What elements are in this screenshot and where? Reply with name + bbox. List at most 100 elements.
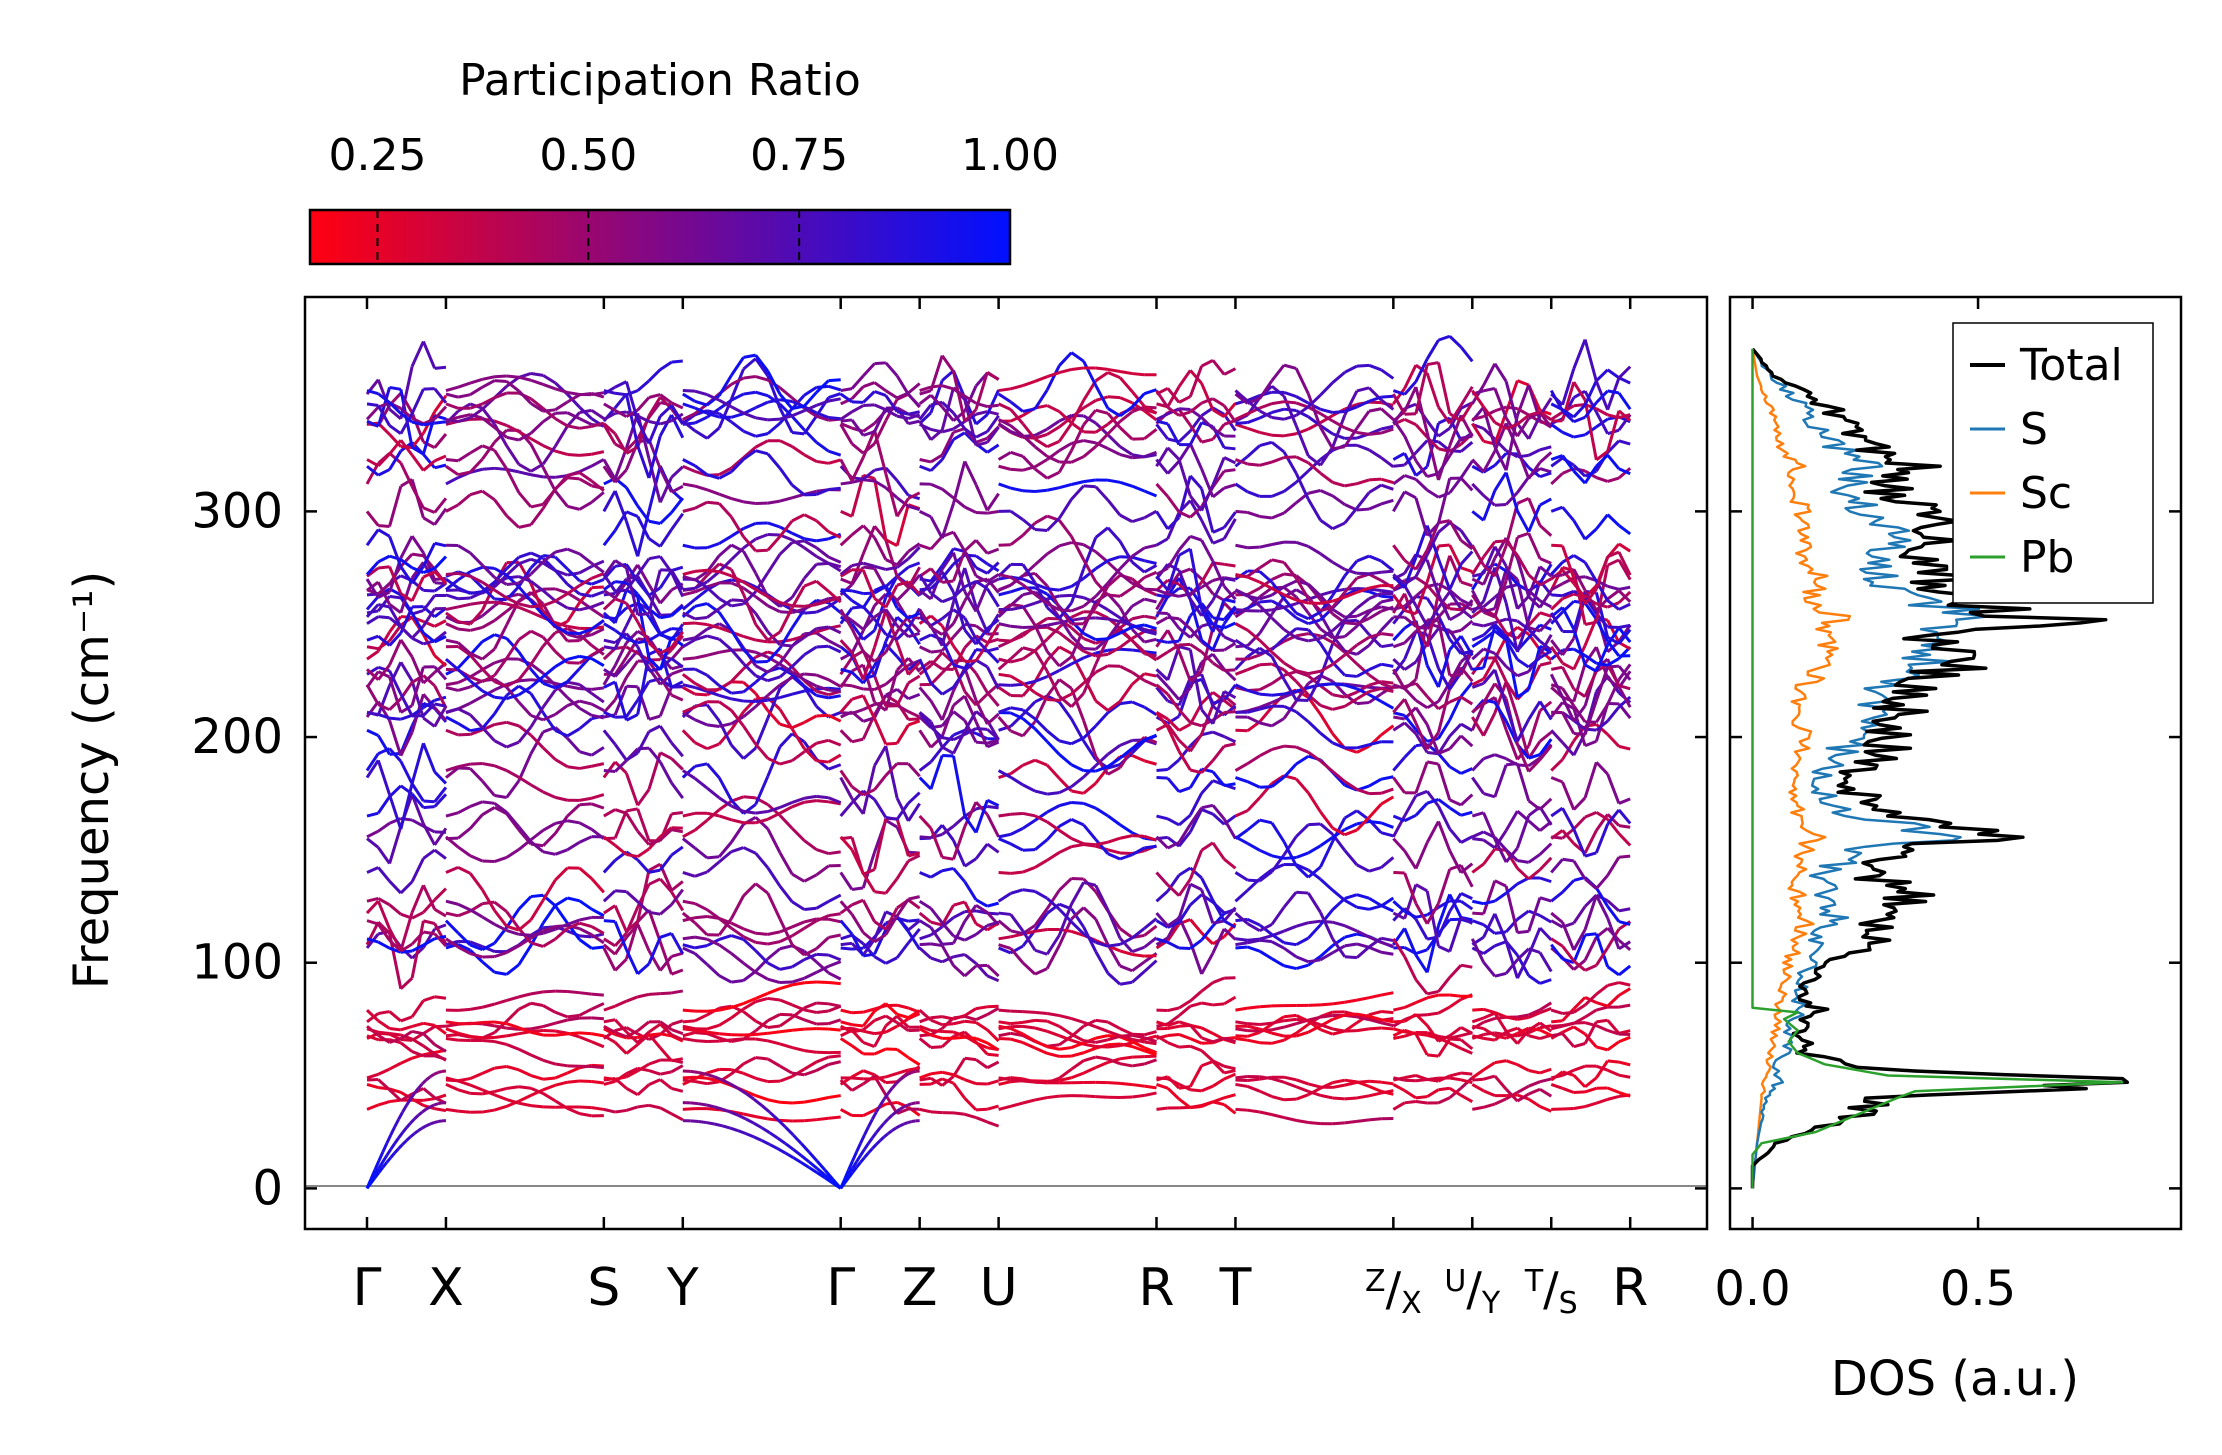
band-line <box>1295 777 1310 794</box>
band-line <box>828 686 841 691</box>
band-line <box>399 412 414 435</box>
band-line <box>874 390 887 397</box>
band-line <box>493 657 508 677</box>
band-line <box>648 877 661 886</box>
band-line <box>1381 394 1394 399</box>
band-line <box>930 1029 943 1033</box>
band-line <box>998 935 1011 941</box>
band-line <box>1094 699 1109 712</box>
band-line <box>1258 570 1273 584</box>
band-line <box>755 1037 769 1043</box>
band-line <box>422 884 437 910</box>
band-line <box>1380 856 1395 869</box>
band-line <box>530 931 544 937</box>
band-line <box>779 722 793 730</box>
band-line <box>694 464 708 476</box>
band-line <box>1295 1093 1309 1101</box>
band-line <box>1344 822 1358 831</box>
band-line <box>400 1024 413 1032</box>
band-line <box>603 1080 616 1086</box>
band-line <box>554 680 569 690</box>
band-line <box>1106 972 1122 986</box>
band-line <box>929 735 944 749</box>
band-line <box>457 393 471 399</box>
band-line <box>828 1018 842 1026</box>
band-line <box>986 646 999 653</box>
band-line <box>457 931 472 947</box>
band-line <box>647 594 662 616</box>
band-line <box>658 528 673 548</box>
band-line <box>1356 554 1370 563</box>
band-line <box>919 1072 932 1080</box>
band-line <box>613 656 628 676</box>
band-line <box>554 758 569 768</box>
band-line <box>457 909 471 918</box>
band-line <box>614 1108 627 1114</box>
band-line <box>647 435 662 479</box>
band-line <box>494 970 507 976</box>
band-line <box>851 1023 864 1028</box>
band-line <box>399 412 414 424</box>
band-line <box>1095 664 1109 674</box>
band-line <box>410 612 425 634</box>
band-line <box>591 578 605 586</box>
band-line <box>1046 470 1060 480</box>
band-line <box>840 1020 853 1027</box>
band-line <box>1307 720 1322 735</box>
band-line <box>445 1076 459 1083</box>
band-line <box>494 466 507 471</box>
band-line <box>506 995 520 1002</box>
band-line <box>658 467 673 493</box>
band-line <box>997 392 1012 404</box>
band-line <box>884 473 899 517</box>
band-line <box>590 562 605 574</box>
band-line <box>706 542 720 550</box>
band-line <box>907 898 921 910</box>
band-line <box>1368 584 1382 590</box>
band-line <box>850 797 865 815</box>
band-line <box>399 577 414 614</box>
band-line <box>1258 558 1273 570</box>
band-line <box>755 1031 768 1036</box>
band-line <box>851 785 865 797</box>
band-line <box>1178 1033 1191 1041</box>
band-line <box>659 1046 673 1062</box>
band-line <box>1331 653 1346 666</box>
band-line <box>1022 1041 1036 1050</box>
band-line <box>1010 1037 1024 1045</box>
band-line <box>554 795 568 802</box>
band-line <box>1271 511 1285 520</box>
band-line <box>1234 809 1249 818</box>
colorbar: Participation Ratio 0.25 0.50 0.75 1.00 <box>308 55 1059 266</box>
band-line <box>400 1038 413 1042</box>
band-line <box>952 867 966 883</box>
band-line <box>1259 662 1272 667</box>
band-line <box>1211 359 1226 376</box>
band-line <box>1319 519 1334 530</box>
band-line <box>1009 534 1024 546</box>
band-line <box>804 980 817 985</box>
band-line <box>987 1046 999 1052</box>
band-line <box>754 1019 769 1029</box>
band-line <box>1070 610 1085 619</box>
band-line <box>694 700 708 709</box>
band-line <box>1344 673 1358 678</box>
band-line <box>1283 390 1297 398</box>
band-line <box>929 567 944 584</box>
band-line <box>706 860 721 874</box>
band-line <box>755 548 768 553</box>
band-line <box>895 497 910 518</box>
band-line <box>851 1044 865 1056</box>
band-line <box>1178 395 1192 404</box>
band-line <box>1131 960 1146 972</box>
band-line <box>445 681 459 687</box>
band-line <box>542 790 556 799</box>
band-line <box>1107 608 1121 620</box>
band-line <box>1344 1012 1358 1017</box>
band-line <box>614 958 628 972</box>
band-line <box>1177 369 1192 388</box>
band-line <box>742 938 757 952</box>
band-line <box>1259 1089 1273 1098</box>
band-line <box>706 908 721 920</box>
band-line <box>481 379 496 389</box>
